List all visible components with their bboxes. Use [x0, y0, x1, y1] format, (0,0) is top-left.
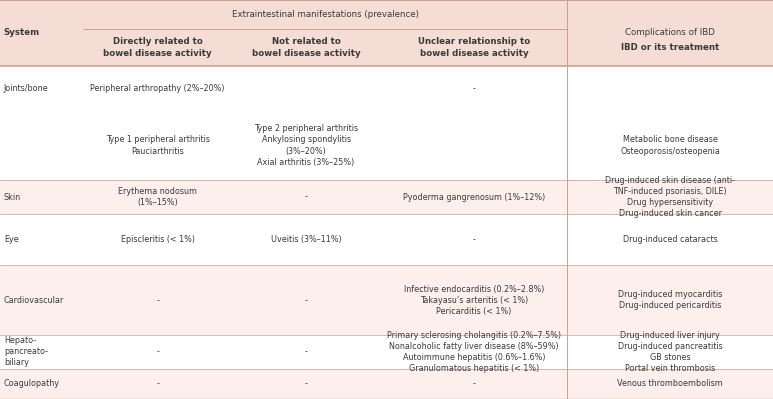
- Bar: [83, 66, 232, 111]
- Text: Infective endocarditis (0.2%–2.8%)
Takayasu’s arteritis (< 1%)
Pericarditis (< 1: Infective endocarditis (0.2%–2.8%) Takay…: [404, 284, 544, 316]
- Bar: [83, 335, 232, 369]
- Bar: [567, 0, 773, 66]
- Bar: [0, 0, 83, 66]
- Text: -: -: [472, 235, 475, 244]
- Bar: [0, 66, 83, 111]
- Bar: [567, 180, 773, 214]
- Text: Pyoderma gangrenosum (1%–12%): Pyoderma gangrenosum (1%–12%): [403, 193, 545, 201]
- Bar: [0, 214, 83, 265]
- Bar: [0, 111, 83, 180]
- Bar: [232, 369, 380, 399]
- Text: Peripheral arthropathy (2%–20%): Peripheral arthropathy (2%–20%): [90, 84, 225, 93]
- Text: Unclear relationship to
bowel disease activity: Unclear relationship to bowel disease ac…: [417, 38, 530, 57]
- Text: Extraintestinal manifestations (prevalence): Extraintestinal manifestations (prevalen…: [232, 10, 419, 19]
- Bar: [0, 369, 83, 399]
- Text: Drug-induced liver injury
Drug-induced pancreatitis
GB stones
Portal vein thromb: Drug-induced liver injury Drug-induced p…: [618, 330, 723, 373]
- Text: Uveitis (3%–11%): Uveitis (3%–11%): [271, 235, 342, 244]
- Bar: [0, 180, 83, 214]
- Bar: [232, 111, 380, 180]
- Bar: [232, 66, 380, 111]
- Bar: [567, 66, 773, 111]
- Bar: [380, 180, 567, 214]
- Bar: [83, 180, 232, 214]
- Text: Metabolic bone disease
Osteoporosis/osteopenia: Metabolic bone disease Osteoporosis/oste…: [620, 135, 720, 156]
- Bar: [380, 369, 567, 399]
- Text: System: System: [4, 28, 40, 38]
- Bar: [567, 265, 773, 335]
- Bar: [567, 335, 773, 369]
- Bar: [380, 335, 567, 369]
- Bar: [232, 180, 380, 214]
- Text: Type 1 peripheral arthritis
Pauciarthritis: Type 1 peripheral arthritis Pauciarthrit…: [106, 135, 209, 156]
- Text: -: -: [305, 379, 308, 388]
- Bar: [380, 29, 567, 66]
- Text: Drug-induced myocarditis
Drug-induced pericarditis: Drug-induced myocarditis Drug-induced pe…: [618, 290, 723, 310]
- Bar: [0, 335, 83, 369]
- Text: Hepato-
pancreato-
biliary: Hepato- pancreato- biliary: [4, 336, 48, 367]
- Text: Primary sclerosing cholangitis (0.2%–7.5%)
Nonalcoholic fatty liver disease (8%–: Primary sclerosing cholangitis (0.2%–7.5…: [386, 330, 561, 373]
- Bar: [380, 214, 567, 265]
- Bar: [0, 265, 83, 335]
- Text: -: -: [156, 379, 159, 388]
- Text: Cardiovascular: Cardiovascular: [4, 296, 64, 305]
- Bar: [380, 66, 567, 111]
- Text: Episcleritis (< 1%): Episcleritis (< 1%): [121, 235, 195, 244]
- Bar: [83, 29, 232, 66]
- Bar: [83, 265, 232, 335]
- Text: Coagulopathy: Coagulopathy: [4, 379, 60, 388]
- Bar: [567, 214, 773, 265]
- Bar: [380, 265, 567, 335]
- Text: Joints/bone: Joints/bone: [4, 84, 49, 93]
- Text: Complications of IBD: Complications of IBD: [625, 28, 715, 38]
- Text: Drug-induced skin disease (anti-
TNF-induced psoriasis, DILE)
Drug hypersensitiv: Drug-induced skin disease (anti- TNF-ind…: [605, 176, 735, 218]
- Text: Drug-induced cataracts: Drug-induced cataracts: [623, 235, 717, 244]
- Text: Venous thromboembolism: Venous thromboembolism: [618, 379, 723, 388]
- Bar: [232, 29, 380, 66]
- Bar: [232, 214, 380, 265]
- Bar: [83, 0, 567, 29]
- Text: -: -: [305, 347, 308, 356]
- Text: Skin: Skin: [4, 193, 21, 201]
- Text: Not related to
bowel disease activity: Not related to bowel disease activity: [252, 38, 360, 57]
- Text: IBD or its treatment: IBD or its treatment: [621, 43, 720, 52]
- Text: Erythema nodosum
(1%–15%): Erythema nodosum (1%–15%): [118, 187, 197, 207]
- Bar: [567, 369, 773, 399]
- Text: -: -: [156, 296, 159, 305]
- Bar: [567, 111, 773, 180]
- Bar: [83, 111, 232, 180]
- Text: -: -: [156, 347, 159, 356]
- Text: -: -: [472, 379, 475, 388]
- Text: -: -: [305, 296, 308, 305]
- Bar: [83, 369, 232, 399]
- Bar: [232, 335, 380, 369]
- Text: -: -: [305, 193, 308, 201]
- Text: Eye: Eye: [4, 235, 19, 244]
- Text: Directly related to
bowel disease activity: Directly related to bowel disease activi…: [104, 38, 212, 57]
- Bar: [380, 111, 567, 180]
- Text: -: -: [472, 84, 475, 93]
- Text: Type 2 peripheral arthritis
Ankylosing spondylitis
(3%–20%)
Axial arthritis (3%–: Type 2 peripheral arthritis Ankylosing s…: [254, 124, 358, 167]
- Bar: [83, 214, 232, 265]
- Bar: [232, 265, 380, 335]
